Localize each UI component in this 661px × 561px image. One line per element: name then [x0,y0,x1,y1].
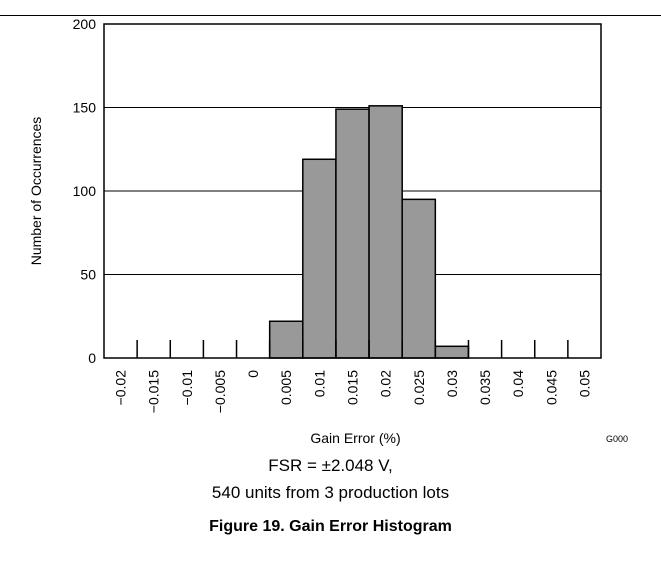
x-tick-label: 0.025 [411,370,427,405]
y-axis-label: Number of Occurrences [28,117,44,266]
x-axis-label: Gain Error (%) [310,430,400,446]
x-tick-label: 0.03 [444,370,460,397]
histogram-bar [268,320,304,359]
fsr-note: FSR = ±2.048 V, [268,456,393,475]
units-note: 540 units from 3 production lots [211,483,450,502]
gain-error-histogram: 0 50 100 150 200 −0.02 −0.015 −0.01 −0.005 0 0.00… [28,16,628,446]
y-tick-label: 100 [73,183,97,199]
y-tick-label: 200 [73,16,97,32]
histogram-bar [401,198,437,359]
x-tick-label: −0.02 [113,370,129,406]
x-tick-label: 0.015 [345,370,361,405]
y-tick-label: 150 [73,100,97,116]
x-tick-label: 0 [245,370,261,378]
x-tick-label: 0.035 [477,370,493,405]
top-rule [0,15,661,16]
plot-frame [103,23,602,359]
histogram-bar [434,345,470,359]
figure-code: G000 [606,434,628,444]
x-tick-label: −0.015 [146,370,162,413]
x-tick-label: 0.01 [311,370,327,397]
histogram-bar [335,108,370,359]
histogram-bar [302,158,337,359]
y-tick-label: 50 [80,267,96,283]
x-tick-label: −0.01 [179,370,195,406]
y-tick-label: 0 [88,350,96,366]
x-tick-label: 0.005 [278,370,294,405]
figure-caption: Figure 19. Gain Error Histogram [209,518,452,535]
x-tick-label: −0.005 [212,370,228,413]
histogram-bar [368,105,403,359]
x-tick-label: 0.04 [510,370,526,397]
x-tick-label: 0.02 [378,370,394,397]
x-tick-label: 0.045 [543,370,559,405]
x-tick-label: 0.05 [576,370,592,397]
